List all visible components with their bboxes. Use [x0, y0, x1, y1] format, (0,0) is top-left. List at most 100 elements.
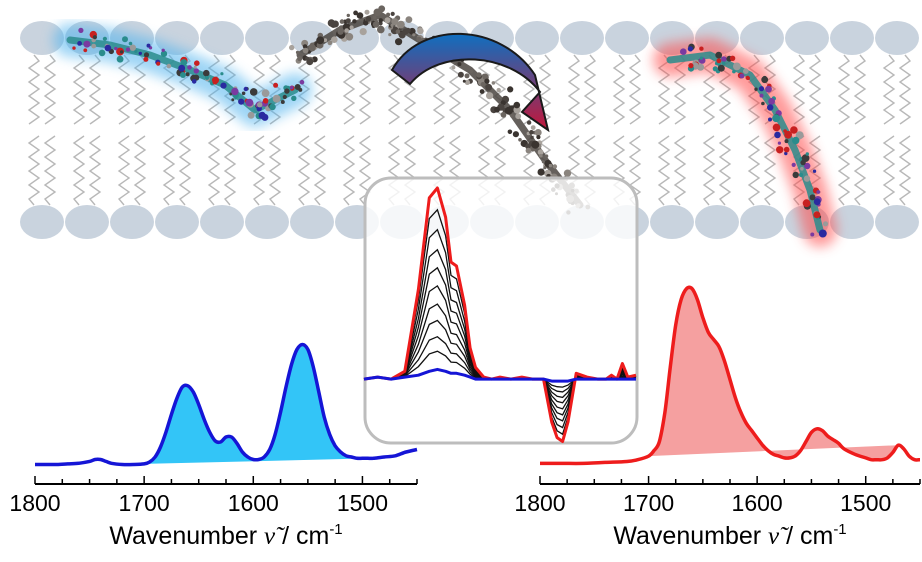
lipid-tail: [673, 135, 687, 206]
atom: [512, 131, 520, 138]
x-tick-label: 1600: [732, 490, 783, 516]
atom: [243, 86, 248, 92]
atom: [715, 51, 723, 59]
atom: [777, 141, 782, 145]
x-axis-title-sup: -1: [833, 521, 846, 538]
atom: [187, 65, 192, 70]
atom: [716, 58, 722, 64]
atom: [363, 20, 369, 26]
lipid-tail: [747, 135, 761, 206]
lipid-head-top: [560, 21, 604, 55]
atom: [543, 166, 547, 170]
atom: [391, 18, 399, 26]
atom: [234, 96, 238, 100]
peptide-surface-bound-icon: [53, 23, 312, 127]
atom: [205, 75, 209, 80]
atom: [812, 169, 817, 173]
atom: [813, 211, 821, 219]
lipid-tail: [837, 135, 851, 206]
atom: [302, 44, 308, 49]
atom: [323, 38, 328, 43]
atom: [134, 49, 138, 53]
atom: [128, 41, 133, 46]
x-axis-title-main: Wavenumber: [613, 522, 768, 550]
lipid-head-bottom: [200, 205, 244, 239]
atom: [299, 79, 305, 85]
atom: [798, 172, 804, 177]
atom: [767, 104, 774, 111]
lipid-head-bottom: [695, 205, 739, 239]
lipid-tail: [493, 54, 507, 125]
atom: [72, 46, 76, 50]
atom: [194, 60, 200, 66]
spectrum-line: [540, 285, 921, 466]
lipid-head-top: [20, 21, 64, 55]
atom: [395, 38, 403, 46]
x-tick-label: 1800: [514, 490, 565, 516]
lipid-tail: [43, 54, 57, 125]
atom: [346, 13, 350, 18]
lipid-tail: [657, 135, 671, 206]
atom: [802, 199, 811, 208]
atom: [129, 44, 136, 51]
atom: [356, 12, 364, 19]
atom: [504, 106, 513, 115]
atom: [331, 36, 338, 43]
lipid-tail: [583, 54, 597, 125]
atom: [774, 131, 781, 139]
atom: [491, 81, 496, 85]
atom: [138, 51, 142, 56]
atom: [146, 43, 151, 48]
x-axis-title-sup: -1: [329, 521, 342, 538]
atom: [98, 49, 106, 57]
atom: [513, 101, 521, 109]
atom: [525, 147, 532, 154]
lipid-head-top: [875, 21, 919, 55]
atom: [262, 98, 269, 104]
lipid-head-top: [830, 21, 874, 55]
lipid-tail: [882, 135, 896, 206]
atom: [759, 93, 764, 98]
x-axis-title: Wavenumber ν̃ / cm-1: [109, 521, 342, 550]
atom: [485, 83, 493, 91]
lipid-tail: [223, 135, 237, 206]
atom: [83, 40, 91, 48]
atom: [784, 151, 788, 156]
lipid-tail: [88, 54, 102, 125]
atom: [359, 28, 367, 36]
lipid-tail: [898, 135, 912, 206]
atom: [261, 113, 269, 121]
atom: [739, 73, 745, 79]
atom: [273, 82, 279, 88]
atom: [732, 69, 736, 74]
atom: [238, 98, 245, 105]
atom: [804, 162, 811, 170]
atom: [412, 33, 416, 37]
lipid-tail: [448, 54, 462, 125]
atom: [308, 44, 316, 52]
atom: [480, 82, 486, 87]
atom: [464, 73, 470, 79]
atom: [539, 153, 543, 158]
atom: [469, 69, 473, 74]
atom: [496, 87, 501, 93]
atom: [754, 87, 758, 91]
atom: [282, 94, 287, 100]
lipid-tail: [718, 135, 732, 206]
atom: [191, 79, 197, 84]
atom: [398, 31, 406, 39]
atom: [513, 106, 521, 114]
atom: [229, 92, 233, 96]
lipid-tail: [162, 135, 176, 206]
lipid-tail: [268, 135, 282, 206]
atom: [758, 86, 765, 92]
spectrum-fill: [648, 287, 899, 460]
atom: [365, 16, 372, 22]
lipid-head-top: [515, 21, 559, 55]
atom: [378, 18, 384, 23]
atom: [457, 71, 464, 78]
lipid-head-bottom: [20, 205, 64, 239]
atom: [494, 106, 500, 113]
lipid-tail: [117, 135, 131, 206]
atom: [143, 56, 149, 62]
